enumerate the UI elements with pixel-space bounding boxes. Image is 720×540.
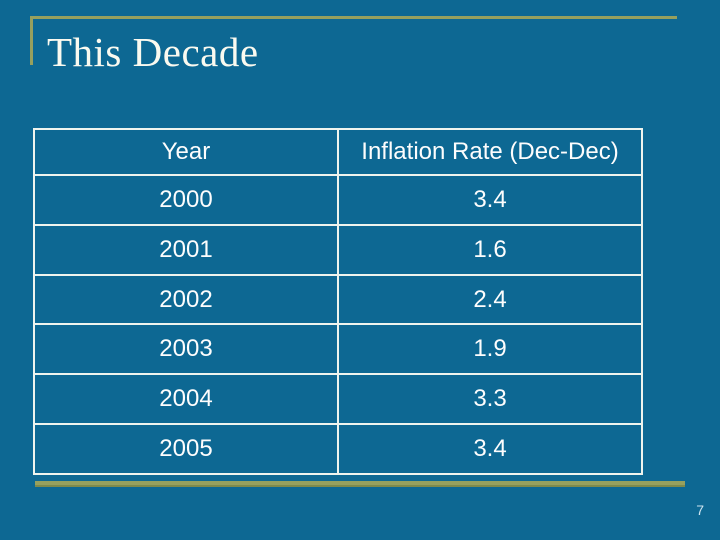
year-cell: 2004 [33,373,339,426]
inflation-table: Year Inflation Rate (Dec-Dec) 2000 3.4 2… [33,128,643,475]
column-header-inflation-rate: Inflation Rate (Dec-Dec) [337,128,643,176]
rate-cell: 3.3 [337,373,643,426]
year-cell: 2003 [33,323,339,376]
bottom-accent-line [35,481,685,487]
page-number: 7 [696,502,704,518]
table-row: 2003 1.9 [33,323,643,376]
table-row: 2005 3.4 [33,423,643,475]
year-cell: 2001 [33,223,339,276]
table-row: 2000 3.4 [33,174,643,226]
table-row: 2004 3.3 [33,373,643,426]
rate-cell: 1.9 [337,323,643,376]
year-cell: 2000 [33,174,339,226]
rate-cell: 1.6 [337,223,643,276]
year-cell: 2005 [33,423,339,475]
rate-cell: 2.4 [337,273,643,326]
table-row: 2001 1.6 [33,223,643,276]
rate-cell: 3.4 [337,423,643,475]
slide-title: This Decade [47,29,259,75]
year-cell: 2002 [33,273,339,326]
table-row: 2002 2.4 [33,273,643,326]
title-bracket-line [30,16,33,65]
table-header-row: Year Inflation Rate (Dec-Dec) [33,128,643,176]
top-accent-line [30,16,677,19]
column-header-year: Year [33,128,339,176]
rate-cell: 3.4 [337,174,643,226]
